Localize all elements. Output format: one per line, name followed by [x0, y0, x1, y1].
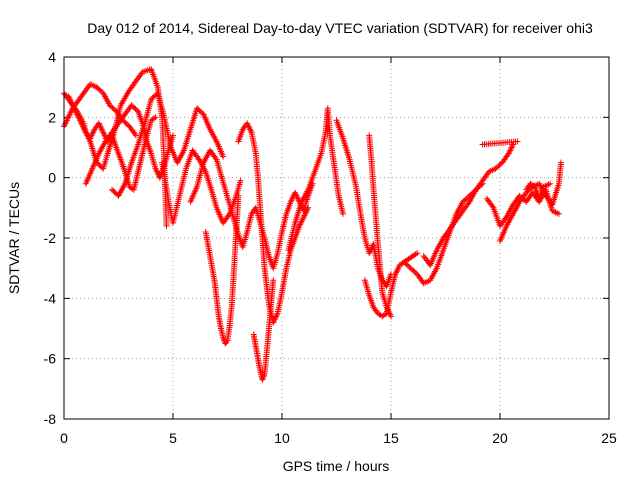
y-tick-label: 0: [48, 170, 56, 186]
series-sat-n: [361, 250, 421, 320]
series-sat-m: [366, 132, 394, 320]
series-sat-i: [235, 120, 312, 326]
point-markers: [497, 159, 564, 244]
x-axis-title: GPS time / hours: [283, 458, 390, 474]
series-sat-j: [250, 277, 277, 383]
point-markers: [235, 120, 312, 326]
series-sat-k: [285, 105, 346, 254]
point-markers: [65, 93, 159, 193]
x-tick-labels: 0 5 10 15 20 25: [60, 430, 617, 446]
series-sat-s: [479, 138, 521, 148]
series-sat-h: [202, 192, 242, 347]
point-markers: [479, 138, 521, 148]
data-points: [61, 66, 564, 383]
x-tick-label: 5: [169, 430, 177, 446]
y-tick-labels: -8 -6 -4 -2 0 2 4: [44, 49, 57, 427]
series-sat-q: [483, 186, 562, 229]
x-tick-label: 10: [274, 430, 290, 446]
y-axis-title: SDTVAR / TECUs: [6, 182, 22, 294]
x-tick-label: 20: [492, 430, 508, 446]
chart-title: Day 012 of 2014, Sidereal Day-to-day VTE…: [87, 20, 593, 36]
point-markers: [361, 250, 421, 320]
point-markers: [202, 192, 242, 347]
y-tick-label: 4: [48, 49, 56, 65]
point-markers: [109, 90, 227, 199]
plot-frame: [63, 56, 610, 420]
x-tick-label: 0: [60, 430, 68, 446]
grid: [64, 57, 609, 419]
point-markers: [250, 277, 277, 383]
x-tick-label: 15: [383, 430, 399, 446]
series-sat-t: [523, 180, 554, 202]
y-tick-label: -4: [44, 290, 57, 306]
point-markers: [366, 132, 394, 320]
point-markers: [523, 180, 554, 202]
point-markers: [420, 141, 517, 269]
series-sat-r: [497, 159, 564, 244]
point-markers: [483, 186, 562, 229]
x-tick-label: 25: [601, 430, 617, 446]
y-tick-label: -2: [44, 230, 57, 246]
y-tick-label: -6: [44, 351, 57, 367]
point-markers: [285, 105, 346, 254]
series-sat-e: [109, 90, 227, 199]
series-sat-p: [420, 141, 517, 269]
y-tick-label: -8: [44, 411, 57, 427]
series-sat-c: [65, 93, 159, 193]
y-tick-label: 2: [48, 109, 56, 125]
